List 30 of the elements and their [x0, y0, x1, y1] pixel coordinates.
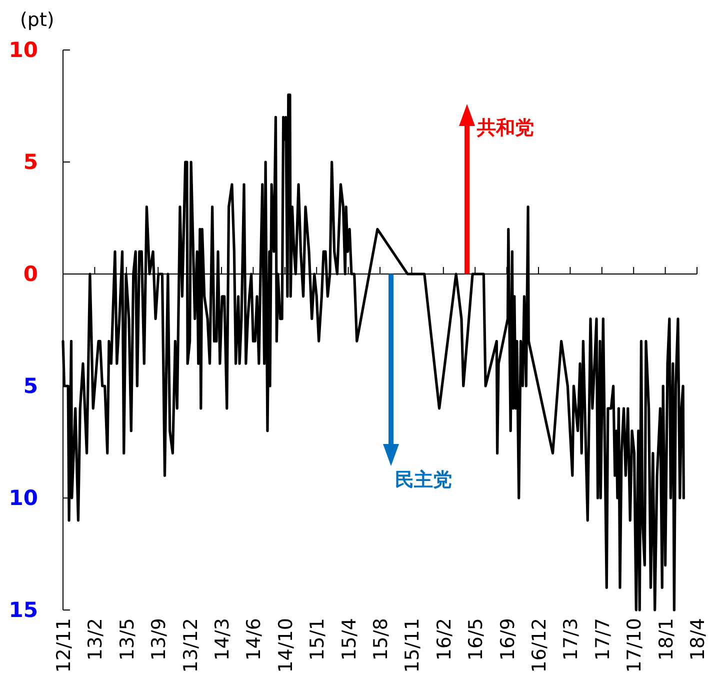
x-tick-label: 13/5	[116, 618, 138, 661]
x-tick-label: 15/1	[306, 618, 329, 661]
x-tick-label: 18/1	[655, 618, 678, 661]
x-tick-label: 16/9	[496, 618, 519, 661]
y-tick-label: 5	[23, 374, 38, 398]
x-tick-label: 14/10	[274, 618, 297, 673]
x-tick-label: 13/12	[180, 618, 202, 673]
x-tick-label: 14/6	[243, 618, 266, 661]
y-tick-label: 0	[23, 262, 38, 286]
x-tick-label: 15/11	[402, 618, 424, 673]
x-tick-label: 18/4	[687, 618, 709, 661]
x-tick-label: 15/8	[370, 618, 392, 661]
y-axis-title: (pt)	[20, 9, 54, 31]
annotation: 民主党	[395, 469, 452, 491]
y-tick-label: 5	[23, 150, 38, 174]
x-tick-label: 17/7	[592, 618, 614, 661]
x-tick-label: 17/10	[624, 618, 646, 673]
x-tick-label: 17/3	[560, 618, 582, 661]
annotation: 共和党	[476, 117, 534, 139]
x-tick-label: 13/9	[148, 618, 170, 661]
x-tick-label: 16/12	[528, 618, 550, 673]
x-tick-label: 14/3	[212, 618, 234, 661]
x-tick-label: 15/4	[338, 618, 360, 661]
x-tick-label: 13/2	[84, 618, 107, 661]
x-tick-label: 12/11	[53, 618, 75, 673]
y-tick-label: 10	[8, 486, 38, 510]
x-tick-label: 16/5	[465, 618, 488, 661]
y-tick-label: 10	[8, 38, 38, 62]
y-tick-label: 15	[8, 598, 38, 622]
x-tick-label: 16/2	[433, 618, 456, 661]
